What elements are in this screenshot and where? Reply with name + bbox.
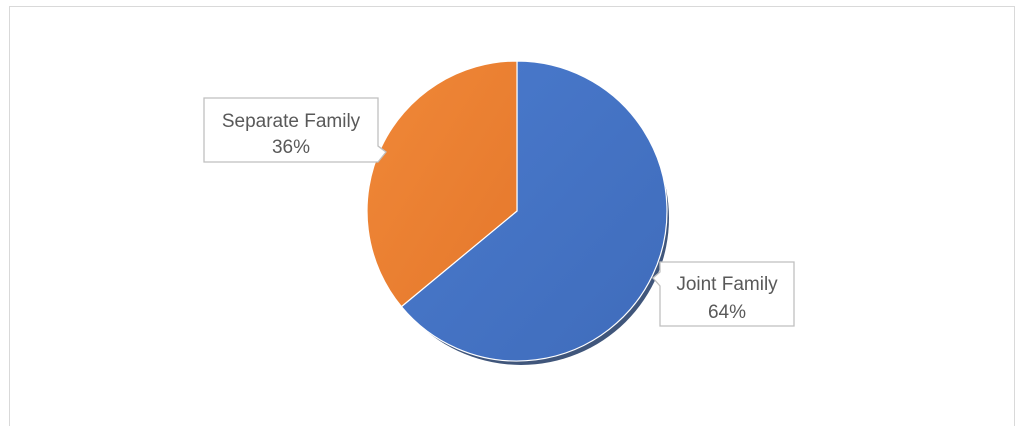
pie-slice-separate-family xyxy=(366,60,518,308)
chart-area xyxy=(9,6,1015,426)
slice-value-joint-family: 64% xyxy=(708,302,746,323)
slice-label-separate-family: Separate Family xyxy=(222,111,361,132)
callout-joint-family: Joint Family 64% xyxy=(652,261,795,327)
callout-box-joint-family xyxy=(652,261,795,327)
callout-box-separate-family xyxy=(203,97,387,163)
slice-value-separate-family: 36% xyxy=(272,137,310,158)
pie-slices xyxy=(366,60,668,362)
callout-separate-family: Separate Family 36% xyxy=(203,97,387,163)
slice-label-joint-family: Joint Family xyxy=(676,274,778,295)
pie-slice-joint-family xyxy=(400,60,668,362)
